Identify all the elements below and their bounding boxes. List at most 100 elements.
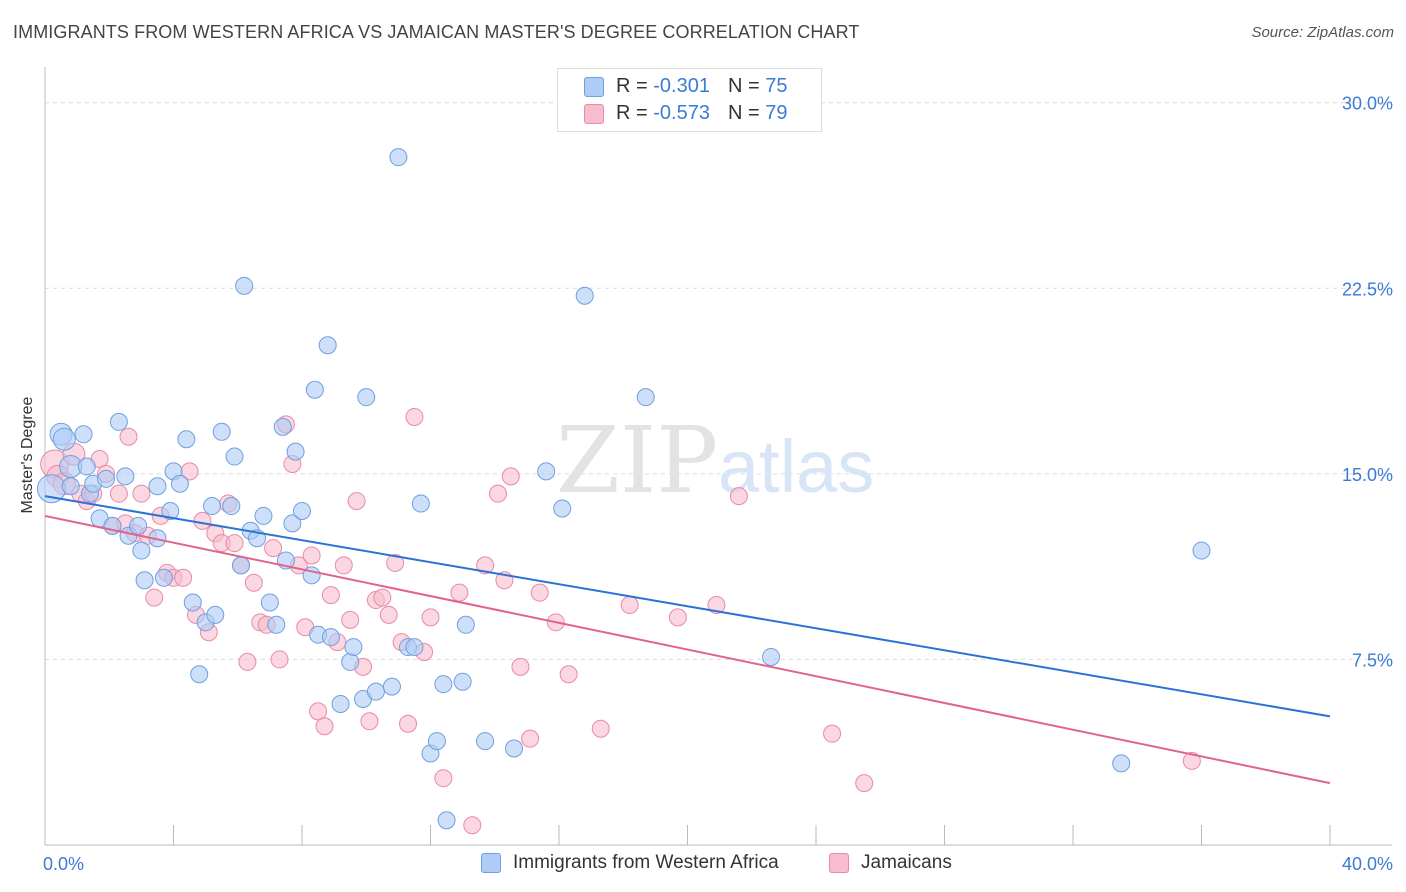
legend-r-label: R =: [616, 102, 648, 124]
bottom-legend-swatch-pink: [829, 853, 849, 873]
western-africa-point: [505, 739, 524, 758]
western-africa-point: [575, 286, 594, 305]
jamaican-point: [386, 553, 405, 572]
x-tick-label: 0.0%: [43, 854, 84, 874]
jamaican-point: [434, 769, 453, 788]
legend-n-value: 79: [765, 102, 788, 124]
jamaican-point: [399, 714, 418, 733]
western-africa-point: [636, 388, 655, 407]
watermark: ZIP atlas: [556, 407, 874, 514]
jamaican-point: [421, 608, 440, 627]
western-africa-point: [190, 665, 209, 684]
bottom-legend-jamaicans: Jamaicans: [829, 852, 952, 874]
correlation-legend: R = -0.301 N = 75 R = -0.573 N = 79: [557, 68, 822, 132]
western-africa-point: [411, 494, 430, 513]
y-tick-label: 22.5%: [1342, 279, 1393, 299]
western-africa-point: [331, 694, 350, 713]
western-africa-point: [321, 628, 340, 647]
jamaican-point: [145, 588, 164, 607]
jamaican-point: [315, 717, 334, 736]
western-africa-point: [52, 427, 76, 451]
western-africa-point: [537, 462, 556, 481]
legend-r-value: -0.301: [653, 75, 710, 97]
legend-n-label: N =: [727, 75, 760, 97]
legend-row-jamaicans: R = -0.573 N = 79: [584, 102, 787, 125]
jamaican-point: [450, 583, 469, 602]
bottom-legend-western-africa: Immigrants from Western Africa: [481, 852, 779, 874]
jamaican-point: [668, 608, 687, 627]
tick-labels: 7.5% 15.0% 22.5% 30.0% 0.0% 40.0%: [43, 94, 1393, 874]
western-africa-trend-line: [44, 495, 1331, 718]
western-africa-point: [405, 638, 424, 657]
western-africa-point: [177, 430, 196, 449]
jamaican-point: [476, 556, 495, 575]
legend-n-value: 75: [765, 75, 788, 97]
western-africa-point: [553, 499, 572, 518]
western-africa-point: [161, 501, 180, 520]
jamaican-trend-line: [44, 514, 1331, 785]
jamaican-point: [1182, 751, 1201, 770]
western-africa-point: [762, 647, 781, 666]
jamaican-point: [379, 605, 398, 624]
jamaican-point: [264, 539, 283, 558]
bottom-legend-swatch-blue: [481, 853, 501, 873]
jamaican-point: [620, 596, 639, 615]
bottom-legend-label-jamaicans: Jamaicans: [861, 852, 952, 873]
western-africa-point: [148, 477, 167, 496]
jamaican-point: [707, 596, 726, 615]
jamaican-point: [405, 407, 424, 426]
legend-swatch-blue: [584, 76, 604, 97]
y-tick-label: 30.0%: [1342, 94, 1393, 114]
western-africa-point: [154, 568, 173, 587]
jamaican-point: [302, 546, 321, 565]
western-africa-point: [366, 682, 385, 701]
chart-title: IMMIGRANTS FROM WESTERN AFRICA VS JAMAIC…: [13, 22, 860, 42]
western-africa-point: [129, 516, 148, 535]
western-africa-point: [293, 501, 311, 520]
jamaican-point: [501, 467, 520, 486]
western-africa-point: [1112, 754, 1131, 773]
western-africa-point: [357, 388, 376, 407]
western-africa-point: [109, 412, 128, 431]
legend-r-value: -0.573: [653, 102, 710, 124]
legend-swatch-pink: [584, 103, 604, 124]
jamaican-point: [119, 427, 138, 446]
western-africa-point: [305, 380, 324, 399]
legend-r-label: R =: [616, 75, 648, 97]
jamaican-point: [559, 665, 578, 684]
trend-lines: [44, 495, 1331, 785]
legend-row-western-africa: R = -0.301 N = 75: [584, 75, 787, 98]
source-credit: Source: ZipAtlas.com: [1251, 24, 1394, 41]
jamaican-point: [855, 774, 874, 793]
western-africa-point: [1192, 541, 1211, 560]
jamaican-point: [729, 487, 748, 506]
western-africa-point: [267, 615, 286, 634]
jamaican-point: [463, 816, 482, 835]
jamaican-point: [132, 484, 151, 503]
western-africa-point: [135, 571, 154, 590]
western-africa-point: [273, 417, 292, 436]
western-africa-point: [283, 514, 302, 533]
watermark-zip: ZIP: [556, 407, 718, 514]
jamaican-point: [341, 610, 360, 629]
western-africa-point: [212, 422, 231, 441]
western-africa-point: [382, 677, 401, 696]
jamaican-point: [488, 484, 507, 503]
bottom-legend-label-western-africa: Immigrants from Western Africa: [513, 852, 779, 873]
jamaican-point: [309, 702, 328, 721]
jamaican-point: [109, 484, 128, 503]
western-africa-point: [286, 442, 305, 461]
western-africa-point: [206, 605, 225, 624]
western-africa-point: [434, 675, 453, 694]
jamaican-point: [521, 729, 540, 748]
x-tick-label: 40.0%: [1342, 854, 1393, 874]
western-africa-point: [77, 457, 96, 476]
jamaican-point: [334, 556, 353, 575]
jamaican-point: [823, 724, 842, 743]
western-africa-point: [427, 732, 446, 751]
western-africa-point: [389, 148, 408, 167]
western-africa-point: [456, 615, 475, 634]
jamaican-point: [244, 573, 263, 592]
jamaican-point: [591, 719, 610, 738]
jamaican-point: [373, 588, 392, 607]
